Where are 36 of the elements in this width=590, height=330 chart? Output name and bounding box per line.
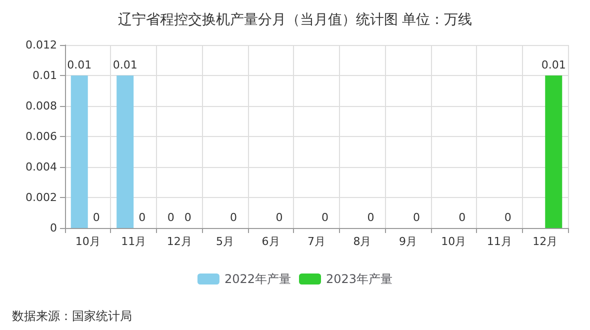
legend-label: 2022年产量 [224,272,292,286]
y-tick-label: 0.006 [26,130,57,143]
data-label: 0 [276,211,283,224]
data-label: 0.01 [112,58,138,72]
x-tick-label: 10月 [441,235,466,248]
y-tick-label: 0.002 [26,191,57,204]
chart-title: 辽宁省程控交换机产量分月（当月值）统计图 单位：万线 [118,12,472,28]
data-label: 0 [138,211,146,224]
data-label: 0 [230,211,238,224]
source-note: 数据来源：国家统计局 [12,309,132,323]
data-label: 0.01 [541,58,566,72]
data-label: 0 [184,211,192,224]
data-label: 0 [504,211,512,224]
x-tick-label: 7月 [308,235,326,248]
data-label: 0 [458,211,466,224]
data-label: 0.01 [67,58,92,72]
legend-label: 2023年产量 [326,272,393,286]
y-tick-label: 0.008 [26,100,57,112]
x-tick-label: 11月 [121,235,146,248]
y-tick-label: 0.01 [32,69,57,82]
y-tick-label: 0.012 [26,38,57,52]
y-tick-label: 0 [50,222,57,234]
x-tick-label: 12月 [532,235,558,248]
data-label: 0 [322,211,328,224]
data-label: 0 [412,211,420,224]
data-label: 0 [167,211,174,224]
x-tick-label: 8月 [353,235,372,248]
x-tick-label: 6月 [262,235,280,248]
x-tick-label: 5月 [216,235,234,248]
x-tick-label: 11月 [486,235,512,248]
data-label: 0 [92,211,100,224]
x-tick-label: 10月 [75,235,100,248]
y-tick-label: 0.004 [26,160,57,174]
data-label: 0 [367,211,374,224]
x-tick-label: 12月 [166,235,192,248]
x-tick-label: 9月 [398,235,417,248]
